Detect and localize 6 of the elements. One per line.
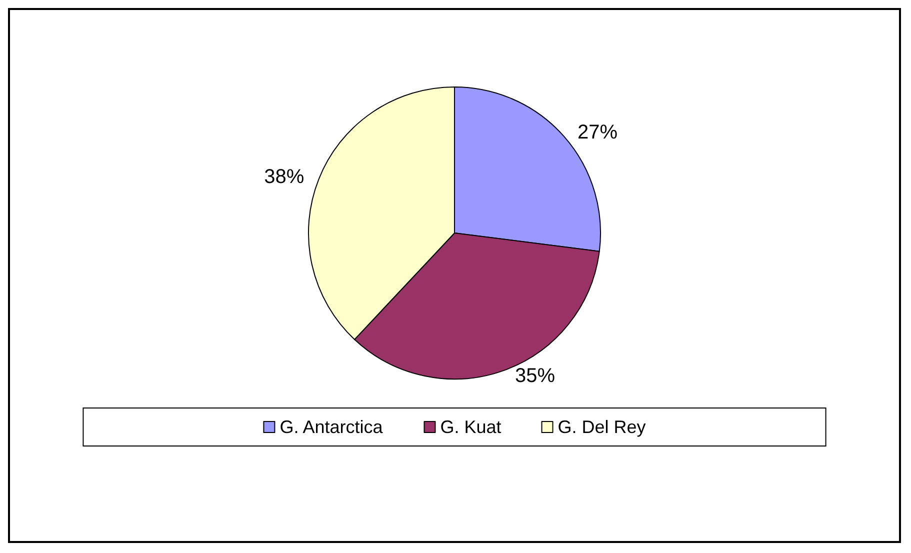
data-label: 38% [264, 166, 304, 188]
legend-label: G. Del Rey [558, 417, 646, 437]
data-label: 35% [514, 365, 556, 388]
legend-label: G. Kuat [440, 417, 502, 437]
legend-label: G. Antarctica [280, 417, 384, 437]
data-label: 27% [578, 121, 618, 144]
